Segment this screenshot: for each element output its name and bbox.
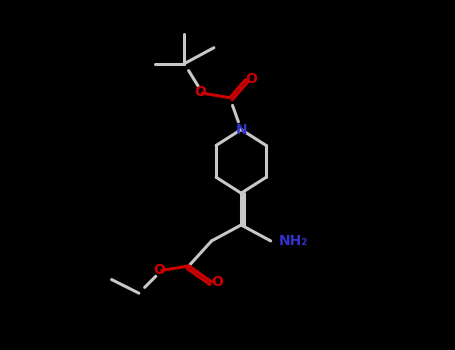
Text: O: O xyxy=(153,262,165,276)
Text: NH₂: NH₂ xyxy=(279,234,308,248)
Text: O: O xyxy=(245,72,257,86)
Text: O: O xyxy=(211,275,223,289)
Text: N: N xyxy=(235,122,247,136)
Text: O: O xyxy=(194,85,206,99)
